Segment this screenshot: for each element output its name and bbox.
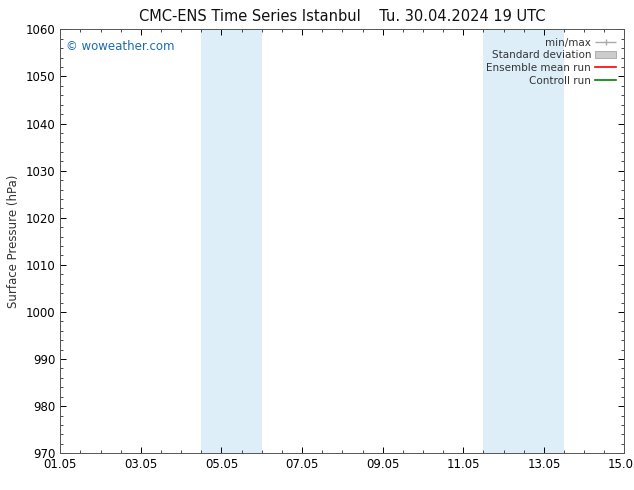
Y-axis label: Surface Pressure (hPa): Surface Pressure (hPa) [7, 174, 20, 308]
Legend: min/max, Standard deviation, Ensemble mean run, Controll run: min/max, Standard deviation, Ensemble me… [483, 35, 619, 89]
Bar [202, 29, 262, 453]
Bar [483, 29, 564, 453]
Text: © woweather.com: © woweather.com [66, 40, 174, 53]
Title: CMC-ENS Time Series Istanbul    Tu. 30.04.2024 19 UTC: CMC-ENS Time Series Istanbul Tu. 30.04.2… [139, 9, 546, 24]
